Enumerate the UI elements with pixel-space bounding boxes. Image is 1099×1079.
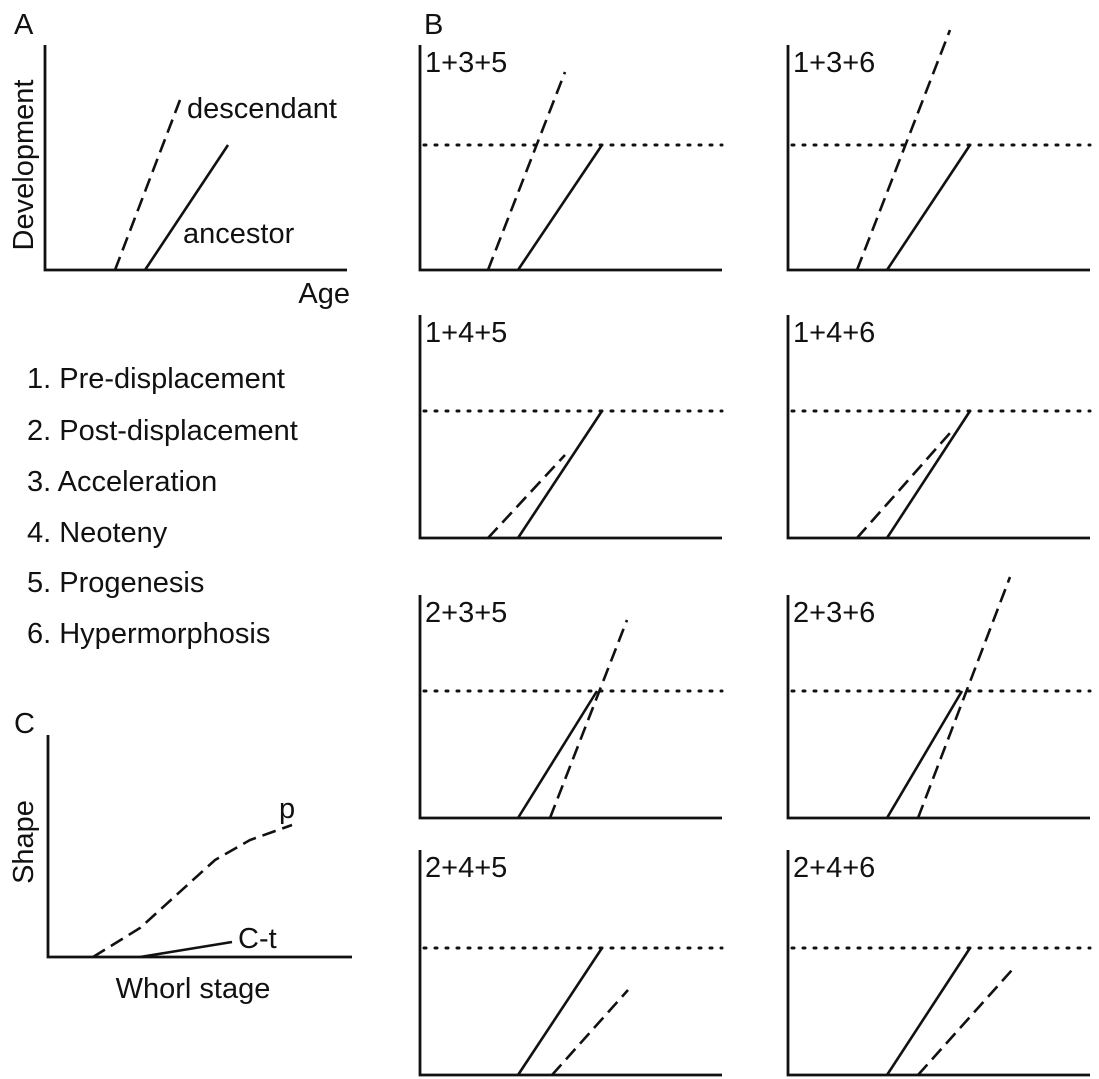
axis-label: Development	[8, 80, 40, 251]
legend-item: 4. Neoteny	[27, 517, 168, 549]
ancestor-line	[516, 410, 604, 539]
axes	[418, 595, 722, 820]
p-line	[92, 823, 293, 959]
subpanel-label: 2+3+5	[425, 597, 507, 629]
subpanel-label: 1+4+6	[793, 317, 875, 349]
axes	[786, 850, 1090, 1077]
line-label: descendant	[187, 93, 337, 125]
axes	[786, 45, 1090, 272]
axes	[46, 735, 352, 959]
ancestor-line	[516, 690, 599, 819]
subpanel-label: 2+4+5	[425, 852, 507, 884]
descendant-line	[551, 989, 629, 1076]
legend-item: 6. Hypermorphosis	[27, 618, 270, 650]
line-label: p	[279, 793, 295, 825]
legend-item: 1. Pre-displacement	[27, 363, 285, 395]
panel-b: 1+3+5 1+3+6 1+4+5 1+4+6 2+3+5 2+3+6 2+4+5 2+4+6	[418, 29, 1092, 1077]
axes	[418, 850, 722, 1077]
axes	[418, 45, 722, 272]
panel-label: B	[424, 9, 443, 41]
subpanel-label: 2+4+6	[793, 852, 875, 884]
legend-item: 5. Progenesis	[27, 567, 204, 599]
descendant-line	[855, 29, 952, 271]
panel-label: A	[14, 9, 34, 41]
ancestor-line	[885, 690, 964, 819]
descendant-line	[548, 619, 629, 819]
ancestor-line	[885, 947, 972, 1076]
ancestor-line	[885, 410, 972, 539]
ancestor-line	[143, 144, 230, 271]
axes	[43, 45, 347, 272]
axis-label: Age	[298, 278, 350, 310]
ancestor-line	[516, 144, 604, 271]
legend-item: 3. Acceleration	[27, 466, 217, 498]
descendant-line	[113, 99, 182, 271]
subpanel-label: 2+3+6	[793, 597, 875, 629]
descendant-line	[917, 969, 1013, 1076]
ancestor-line	[885, 144, 972, 271]
subpanel-label: 1+3+6	[793, 47, 875, 79]
axis-label: Whorl stage	[116, 973, 271, 1005]
line-label: C-t	[238, 923, 277, 955]
axis-label: Shape	[8, 800, 40, 884]
ancestor-line	[516, 947, 604, 1076]
legend-item: 2. Post-displacement	[27, 415, 298, 447]
axes	[786, 595, 1090, 820]
legend: 1. Pre-displacement 2. Post-displacement 3…	[27, 363, 298, 650]
line-label: ancestor	[183, 218, 295, 250]
descendant-line	[856, 432, 951, 539]
subpanel-label: 1+3+5	[425, 47, 507, 79]
axes	[418, 315, 722, 540]
descendant-line	[487, 454, 566, 539]
subpanel-label: 1+4+5	[425, 317, 507, 349]
descendant-line	[916, 576, 1012, 819]
descendant-line	[486, 71, 567, 271]
ct-line	[139, 940, 233, 959]
axes	[786, 315, 1090, 540]
panel-label: C	[14, 708, 35, 740]
